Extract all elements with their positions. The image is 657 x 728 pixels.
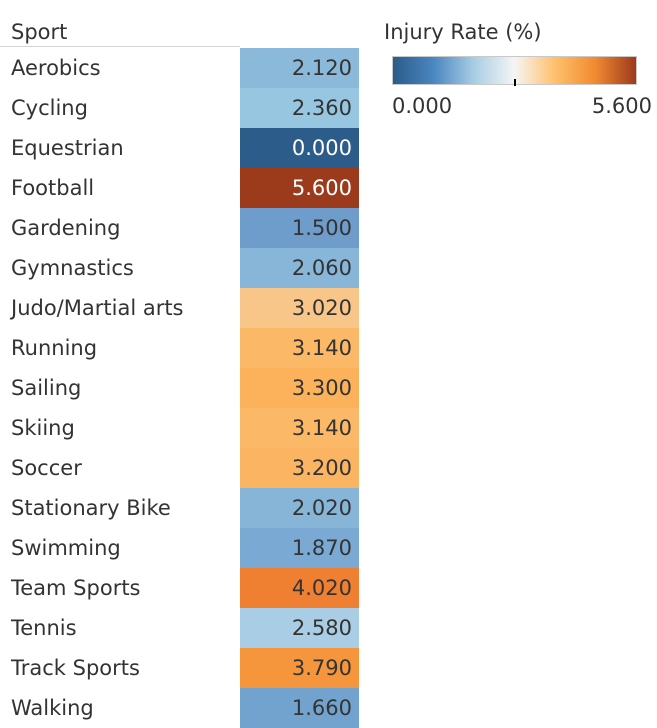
sport-label: Cycling [11, 96, 88, 120]
sport-label: Sailing [11, 376, 82, 400]
table-row: Swimming 1.870 [0, 528, 360, 568]
cell-value: 5.600 [291, 176, 352, 200]
cell-value: 2.020 [291, 496, 352, 520]
table-row: Soccer 3.200 [0, 448, 360, 488]
sport-label: Track Sports [11, 656, 140, 680]
cell-value: 2.580 [291, 616, 352, 640]
heatmap-cell[interactable]: 3.020 [240, 288, 359, 328]
legend-title: Injury Rate (%) [384, 20, 542, 44]
heatmap-cell[interactable]: 1.660 [240, 688, 359, 728]
heatmap-cell[interactable]: 3.790 [240, 648, 359, 688]
table-row: Aerobics 2.120 [0, 48, 360, 88]
table-row: Running 3.140 [0, 328, 360, 368]
legend-min-label: 0.000 [392, 94, 453, 118]
cell-value: 1.500 [291, 216, 352, 240]
table-row: Football 5.600 [0, 168, 360, 208]
sport-label: Aerobics [11, 56, 101, 80]
sport-label: Judo/Martial arts [11, 296, 184, 320]
legend-max-label: 5.600 [591, 94, 652, 118]
cell-value: 3.140 [291, 416, 352, 440]
row-header-label: Sport [11, 20, 68, 44]
color-legend: Injury Rate (%) 0.000 5.600 [384, 18, 654, 128]
cell-value: 3.140 [291, 336, 352, 360]
heatmap-cell[interactable]: 3.140 [240, 328, 359, 368]
heatmap-cell[interactable]: 2.020 [240, 488, 359, 528]
cell-value: 3.790 [291, 656, 352, 680]
heatmap-cell[interactable]: 5.600 [240, 168, 359, 208]
sport-label: Team Sports [11, 576, 141, 600]
heatmap-cell[interactable]: 4.020 [240, 568, 359, 608]
table-row: Judo/Martial arts 3.020 [0, 288, 360, 328]
sport-label: Gymnastics [11, 256, 134, 280]
heatmap-cell[interactable]: 3.140 [240, 408, 359, 448]
heatmap-cell[interactable]: 3.300 [240, 368, 359, 408]
table-row: Skiing 3.140 [0, 408, 360, 448]
heatmap-cell[interactable]: 3.200 [240, 448, 359, 488]
sport-label: Equestrian [11, 136, 124, 160]
cell-value: 2.060 [291, 256, 352, 280]
heatmap-cell[interactable]: 2.120 [240, 48, 359, 88]
sport-label: Swimming [11, 536, 121, 560]
cell-value: 1.870 [291, 536, 352, 560]
sport-label: Stationary Bike [11, 496, 171, 520]
legend-midpoint-tick [513, 79, 516, 86]
cell-value: 0.000 [291, 136, 352, 160]
heatmap-cell[interactable]: 2.060 [240, 248, 359, 288]
table-row: Cycling 2.360 [0, 88, 360, 128]
sport-label: Walking [11, 696, 94, 720]
table-row: Track Sports 3.790 [0, 648, 360, 688]
table-row: Equestrian 0.000 [0, 128, 360, 168]
sport-label: Gardening [11, 216, 121, 240]
cell-value: 1.660 [291, 696, 352, 720]
heatmap-cell[interactable]: 1.500 [240, 208, 359, 248]
sport-label: Football [11, 176, 95, 200]
cell-value: 2.120 [291, 56, 352, 80]
table-row: Sailing 3.300 [0, 368, 360, 408]
cell-value: 3.020 [291, 296, 352, 320]
cell-value: 2.360 [291, 96, 352, 120]
table-row: Team Sports 4.020 [0, 568, 360, 608]
table-row: Stationary Bike 2.020 [0, 488, 360, 528]
heatmap-cell[interactable]: 1.870 [240, 528, 359, 568]
heatmap-cell[interactable]: 2.580 [240, 608, 359, 648]
cell-value: 3.300 [291, 376, 352, 400]
table-row: Walking 1.660 [0, 688, 360, 728]
sport-label: Tennis [11, 616, 77, 640]
table-row: Gymnastics 2.060 [0, 248, 360, 288]
heatmap-table: Aerobics 2.120 Cycling 2.360 Equestrian 0.000… [0, 48, 360, 728]
heatmap-cell[interactable]: 2.360 [240, 88, 359, 128]
sport-label: Soccer [11, 456, 82, 480]
sport-label: Skiing [11, 416, 75, 440]
row-header: Sport [0, 0, 240, 47]
cell-value: 3.200 [291, 456, 352, 480]
table-row: Tennis 2.580 [0, 608, 360, 648]
table-row: Gardening 1.500 [0, 208, 360, 248]
heatmap-cell[interactable]: 0.000 [240, 128, 359, 168]
sport-label: Running [11, 336, 98, 360]
cell-value: 4.020 [291, 576, 352, 600]
